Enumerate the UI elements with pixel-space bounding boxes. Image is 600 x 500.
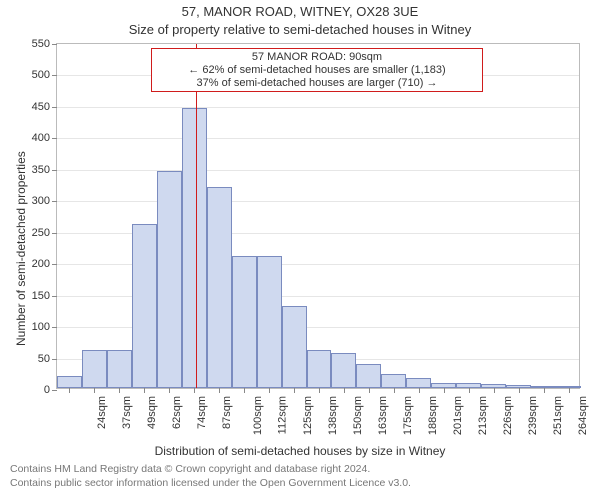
xtick-label: 264sqm bbox=[577, 396, 589, 435]
xtick-label: 251sqm bbox=[552, 396, 564, 435]
xtick bbox=[319, 388, 320, 393]
xtick bbox=[219, 388, 220, 393]
xtick-label: 138sqm bbox=[327, 396, 339, 435]
histogram-bar bbox=[132, 224, 157, 388]
title-subtitle: Size of property relative to semi-detach… bbox=[0, 22, 600, 37]
ytick bbox=[52, 233, 57, 234]
xtick-label: 163sqm bbox=[377, 396, 389, 435]
xtick-label: 74sqm bbox=[196, 396, 208, 429]
ytick-label: 500 bbox=[32, 69, 50, 81]
xtick bbox=[369, 388, 370, 393]
xtick bbox=[194, 388, 195, 393]
xtick bbox=[144, 388, 145, 393]
ytick bbox=[52, 296, 57, 297]
footer-line: Contains public sector information licen… bbox=[10, 476, 590, 490]
histogram-bar bbox=[406, 378, 431, 388]
gridline-h bbox=[57, 107, 579, 108]
ytick-label: 350 bbox=[32, 164, 50, 176]
ytick-label: 150 bbox=[32, 290, 50, 302]
xtick-label: 188sqm bbox=[427, 396, 439, 435]
xtick bbox=[544, 388, 545, 393]
ytick-label: 200 bbox=[32, 258, 50, 270]
xtick bbox=[444, 388, 445, 393]
plot-area: 05010015020025030035040045050055024sqm37… bbox=[56, 43, 580, 389]
ytick bbox=[52, 264, 57, 265]
ytick-label: 100 bbox=[32, 321, 50, 333]
xtick bbox=[494, 388, 495, 393]
xtick bbox=[119, 388, 120, 393]
histogram-bar bbox=[182, 108, 207, 388]
ytick bbox=[52, 170, 57, 171]
xtick bbox=[269, 388, 270, 393]
xtick bbox=[94, 388, 95, 393]
xtick bbox=[569, 388, 570, 393]
xtick bbox=[519, 388, 520, 393]
footer-line: Contains HM Land Registry data © Crown c… bbox=[10, 462, 590, 476]
histogram-bar bbox=[356, 364, 381, 388]
ytick bbox=[52, 390, 57, 391]
xtick bbox=[294, 388, 295, 393]
title-address: 57, MANOR ROAD, WITNEY, OX28 3UE bbox=[0, 4, 600, 19]
ytick-label: 300 bbox=[32, 195, 50, 207]
histogram-bar bbox=[157, 171, 182, 388]
histogram-bar bbox=[232, 256, 257, 388]
xtick bbox=[469, 388, 470, 393]
xtick-label: 226sqm bbox=[502, 396, 514, 435]
xtick-label: 239sqm bbox=[527, 396, 539, 435]
xtick-label: 49sqm bbox=[146, 396, 158, 429]
callout-box: 57 MANOR ROAD: 90sqm← 62% of semi-detach… bbox=[151, 48, 483, 92]
x-axis-label: Distribution of semi-detached houses by … bbox=[0, 444, 600, 458]
ytick bbox=[52, 327, 57, 328]
gridline-h bbox=[57, 170, 579, 171]
xtick-label: 100sqm bbox=[252, 396, 264, 435]
histogram-bar bbox=[257, 256, 282, 388]
ytick-label: 550 bbox=[32, 38, 50, 50]
gridline-h bbox=[57, 201, 579, 202]
histogram-bar bbox=[57, 376, 82, 388]
callout-line: 37% of semi-detached houses are larger (… bbox=[156, 77, 478, 90]
callout-line: 57 MANOR ROAD: 90sqm bbox=[156, 51, 478, 64]
xtick-label: 201sqm bbox=[452, 396, 464, 435]
histogram-bar bbox=[207, 187, 232, 388]
ytick bbox=[52, 201, 57, 202]
callout-line: ← 62% of semi-detached houses are smalle… bbox=[156, 64, 478, 77]
ytick-label: 0 bbox=[44, 384, 50, 396]
histogram-bar bbox=[331, 353, 356, 388]
ytick bbox=[52, 138, 57, 139]
histogram-bar bbox=[307, 350, 332, 388]
xtick-label: 87sqm bbox=[221, 396, 233, 429]
xtick-label: 150sqm bbox=[352, 396, 364, 435]
xtick-label: 62sqm bbox=[171, 396, 183, 429]
y-axis-label: Number of semi-detached properties bbox=[14, 151, 28, 346]
ytick-label: 250 bbox=[32, 227, 50, 239]
ytick bbox=[52, 359, 57, 360]
histogram-bar bbox=[82, 350, 107, 388]
histogram-bar bbox=[107, 350, 132, 388]
xtick-label: 37sqm bbox=[121, 396, 133, 429]
xtick bbox=[169, 388, 170, 393]
ytick bbox=[52, 75, 57, 76]
xtick bbox=[419, 388, 420, 393]
reference-line bbox=[196, 44, 197, 388]
xtick-label: 175sqm bbox=[402, 396, 414, 435]
footer-attribution: Contains HM Land Registry data © Crown c… bbox=[0, 462, 600, 490]
ytick-label: 400 bbox=[32, 132, 50, 144]
xtick-label: 112sqm bbox=[276, 396, 288, 434]
ytick bbox=[52, 107, 57, 108]
xtick bbox=[244, 388, 245, 393]
xtick-label: 213sqm bbox=[477, 396, 489, 435]
figure-container: 57, MANOR ROAD, WITNEY, OX28 3UE Size of… bbox=[0, 0, 600, 500]
xtick-label: 125sqm bbox=[302, 396, 314, 435]
ytick-label: 50 bbox=[38, 353, 50, 365]
histogram-bar bbox=[381, 374, 406, 388]
gridline-h bbox=[57, 138, 579, 139]
xtick bbox=[69, 388, 70, 393]
xtick bbox=[394, 388, 395, 393]
ytick bbox=[52, 44, 57, 45]
histogram-bar bbox=[282, 306, 307, 388]
ytick-label: 450 bbox=[32, 101, 50, 113]
xtick bbox=[344, 388, 345, 393]
xtick-label: 24sqm bbox=[97, 396, 109, 429]
